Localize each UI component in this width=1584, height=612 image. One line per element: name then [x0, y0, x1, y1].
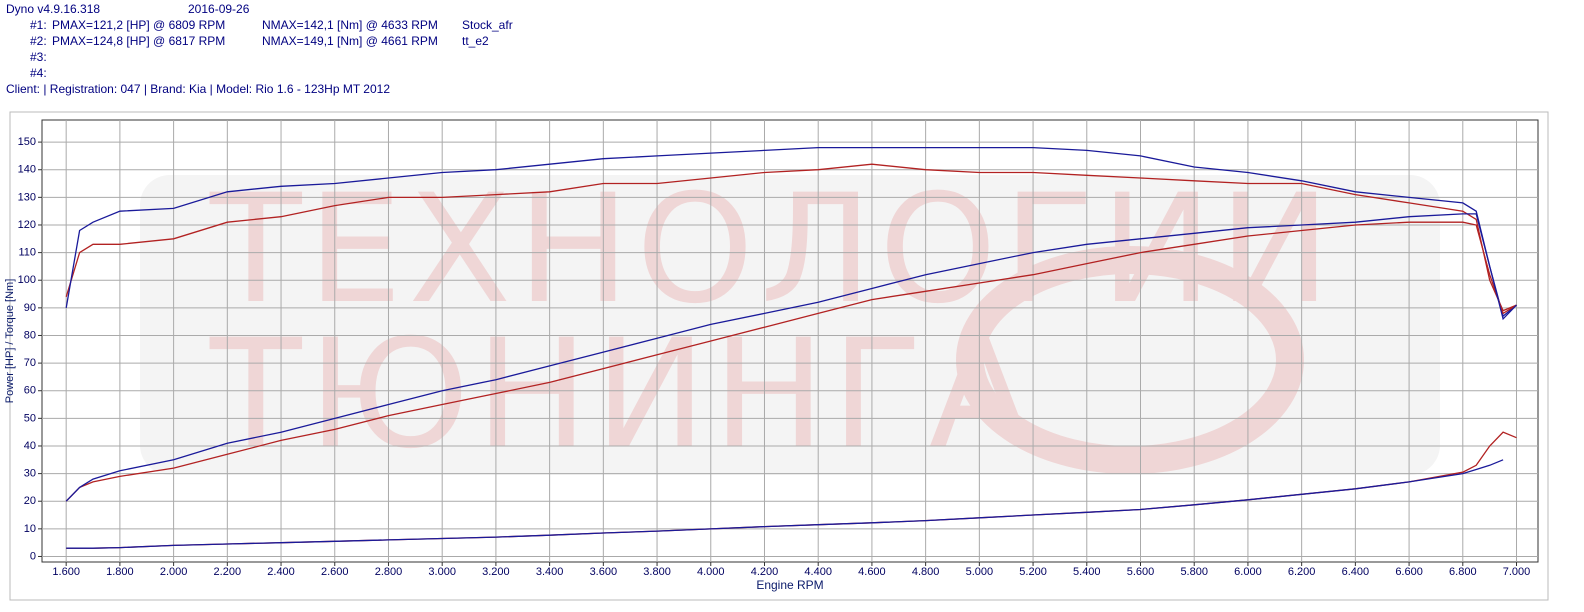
- x-tick-label: 3.600: [590, 566, 618, 578]
- x-tick-label: 6.800: [1449, 566, 1477, 578]
- x-tick-label: 4.200: [751, 566, 779, 578]
- date: 2016-09-26: [188, 2, 250, 16]
- y-tick-label: 110: [18, 247, 36, 259]
- x-tick-label: 2.600: [321, 566, 349, 578]
- y-tick-label: 70: [24, 357, 36, 369]
- x-tick-label: 5.400: [1073, 566, 1101, 578]
- x-tick-label: 4.800: [912, 566, 940, 578]
- app-version: Dyno v4.9.16.318: [6, 2, 100, 16]
- x-tick-label: 4.400: [804, 566, 832, 578]
- grid: [38, 120, 1538, 566]
- x-tick-label: 2.800: [375, 566, 403, 578]
- y-tick-label: 10: [24, 523, 36, 535]
- y-tick-label: 30: [24, 468, 36, 480]
- run-name: tt_e2: [462, 34, 489, 48]
- run-pmax: PMAX=124,8 [HP] @ 6817 RPM: [52, 34, 225, 48]
- header: Dyno v4.9.16.318 2016-09-26 #1: PMAX=121…: [6, 2, 513, 96]
- x-tick-label: 1.600: [52, 566, 80, 578]
- series-line: [65, 146, 1517, 318]
- x-tick-label: 6.400: [1342, 566, 1370, 578]
- run-id: #4:: [30, 66, 47, 80]
- y-tick-label: 20: [24, 495, 36, 507]
- y-tick-label: 130: [18, 191, 36, 203]
- y-tick-label: 80: [24, 329, 36, 341]
- x-tick-label: 1.800: [106, 566, 134, 578]
- run-id: #2:: [30, 34, 47, 48]
- run-nmax: NMAX=149,1 [Nm] @ 4661 RPM: [262, 34, 438, 48]
- series-line: [65, 213, 1517, 502]
- x-tick-label: 7.000: [1503, 566, 1531, 578]
- x-tick-label: 5.200: [1019, 566, 1047, 578]
- x-tick-label: 3.800: [643, 566, 671, 578]
- y-tick-label: 140: [18, 164, 36, 176]
- run-id: #3:: [30, 50, 47, 64]
- x-tick-label: 5.800: [1180, 566, 1208, 578]
- series-line: [65, 221, 1517, 502]
- x-tick-label: 4.000: [697, 566, 725, 578]
- y-axis-label: Power [HP] / Torque [Nm]: [4, 279, 16, 404]
- y-tick-label: 50: [24, 412, 36, 424]
- y-tick-label: 150: [18, 136, 36, 148]
- x-tick-label: 6.600: [1395, 566, 1423, 578]
- run-nmax: NMAX=142,1 [Nm] @ 4633 RPM: [262, 18, 438, 32]
- client-info: Client: | Registration: 047 | Brand: Kia…: [6, 82, 390, 96]
- y-tick-label: 40: [24, 440, 36, 452]
- x-tick-label: 6.000: [1234, 566, 1262, 578]
- x-axis-label: Engine RPM: [756, 578, 823, 592]
- series-line: [66, 459, 1504, 549]
- x-tick-label: 5.600: [1127, 566, 1155, 578]
- x-tick-label: 5.000: [966, 566, 994, 578]
- x-tick-label: 2.000: [160, 566, 188, 578]
- x-tick-label: 3.400: [536, 566, 564, 578]
- x-tick-label: 3.200: [482, 566, 510, 578]
- series: [65, 146, 1517, 549]
- x-tick-label: 3.000: [428, 566, 456, 578]
- x-tick-label: 2.200: [214, 566, 242, 578]
- run-id: #1:: [30, 18, 47, 32]
- series-line: [65, 163, 1517, 312]
- run-pmax: PMAX=121,2 [HP] @ 6809 RPM: [52, 18, 225, 32]
- y-tick-label: 90: [24, 302, 36, 314]
- x-tick-label: 2.400: [267, 566, 295, 578]
- chart-frame: [9, 111, 1549, 601]
- run-name: Stock_afr: [462, 18, 513, 32]
- x-tick-label: 6.200: [1288, 566, 1316, 578]
- watermark: ТЮНИНГА: [209, 308, 1037, 482]
- x-tick-label: 4.600: [858, 566, 886, 578]
- y-tick-label: 0: [30, 550, 36, 562]
- watermark-logo: [956, 246, 1304, 474]
- y-tick-label: 60: [24, 385, 36, 397]
- y-tick-label: 100: [18, 274, 36, 286]
- y-tick-label: 120: [18, 219, 36, 231]
